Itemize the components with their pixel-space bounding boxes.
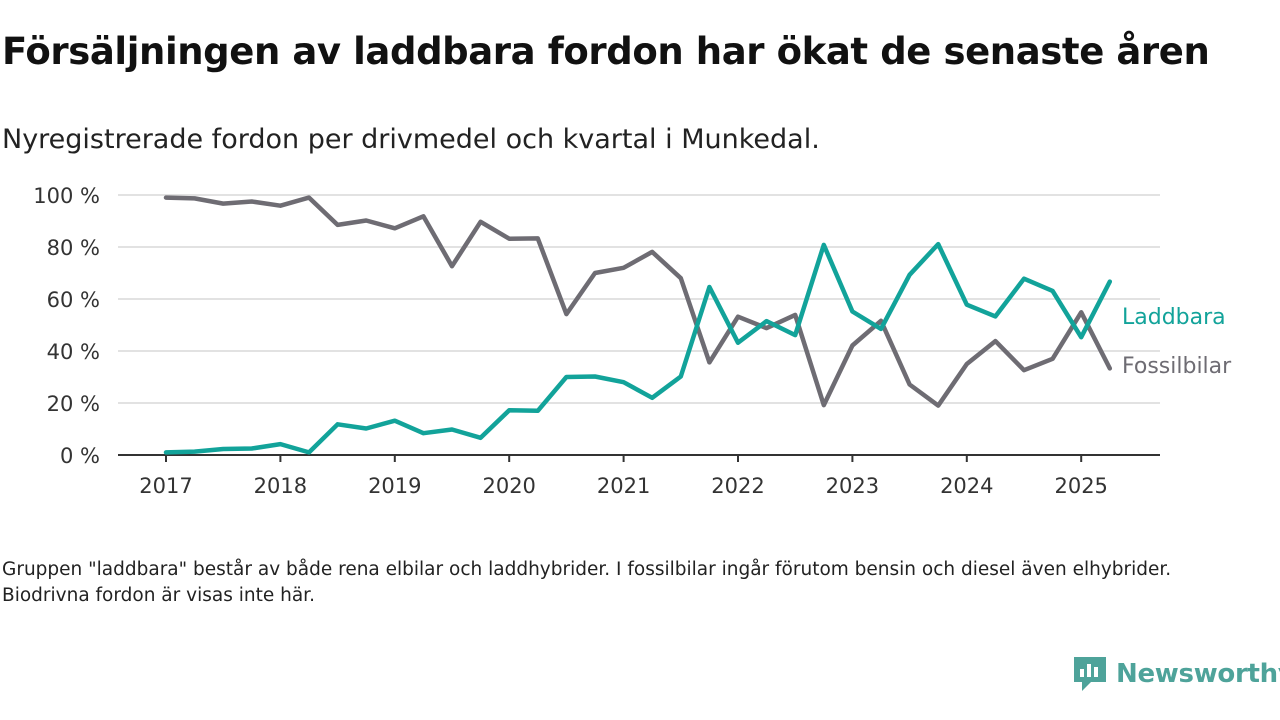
y-tick-label: 40 % — [47, 340, 100, 364]
brand-logo[interactable]: Newsworthy — [1072, 654, 1280, 694]
footnote: Gruppen "laddbara" består av både rena e… — [2, 559, 1172, 606]
series-lines — [163, 195, 1113, 455]
bar-chart-speech-bubble-icon — [1074, 657, 1106, 691]
brand-name: Newsworthy — [1116, 659, 1280, 689]
line-chart: 0 % 20 % 40 % 60 % 80 % 100 % 2017 2018 2019 2020… — [33, 184, 1232, 498]
x-tick-label: 2019 — [368, 474, 421, 498]
x-tick-label: 2025 — [1054, 474, 1107, 498]
x-tick-label: 2018 — [254, 474, 307, 498]
y-tick-label: 60 % — [47, 288, 100, 312]
x-tick-label: 2023 — [826, 474, 879, 498]
series-labels: Laddbara Fossilbilar — [1122, 305, 1232, 379]
x-tick-label: 2024 — [940, 474, 993, 498]
series-line-laddbara — [163, 241, 1113, 455]
y-tick-label: 20 % — [47, 392, 100, 416]
y-tick-label: 100 % — [33, 184, 100, 208]
x-tick-label: 2020 — [482, 474, 535, 498]
chart-subtitle: Nyregistrerade fordon per drivmedel och … — [2, 124, 820, 155]
series-label-laddbara: Laddbara — [1122, 305, 1226, 330]
chart-title: Försäljningen av laddbara fordon har öka… — [2, 30, 1210, 73]
series-line-fossilbilar — [163, 195, 1113, 408]
axes: 0 % 20 % 40 % 60 % 80 % 100 % 2017 2018 2019 2020… — [33, 184, 1160, 498]
x-tick-label: 2022 — [711, 474, 764, 498]
y-tick-label: 80 % — [47, 236, 100, 260]
y-tick-label: 0 % — [60, 444, 100, 468]
gridlines — [118, 194, 1160, 404]
series-label-fossilbilar: Fossilbilar — [1122, 354, 1232, 379]
x-tick-label: 2017 — [139, 474, 192, 498]
x-tick-label: 2021 — [597, 474, 650, 498]
